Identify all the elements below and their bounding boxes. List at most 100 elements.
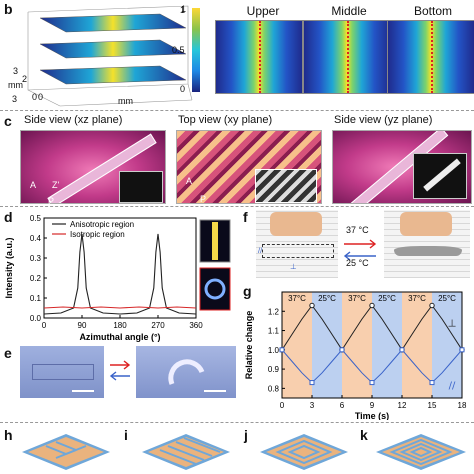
axis-a-label: A [30, 180, 37, 190]
x-tick-label: 18 [458, 401, 467, 410]
legend-label: Isotropic region [70, 230, 125, 239]
transform-arrows [109, 360, 131, 381]
temp-arrows [343, 239, 377, 261]
y-tick-label: 0.4 [30, 234, 42, 243]
colorbar-tick-05: 0.5 [172, 45, 185, 55]
flat-gel-sheet [262, 244, 334, 258]
divider-bottom [0, 422, 474, 423]
series-label: // [449, 380, 456, 391]
axis-tick-3a: 3 [13, 66, 19, 76]
micrograph-top-xy [176, 130, 322, 204]
inset-yz [413, 153, 467, 199]
y-tick-label: 0.5 [30, 214, 42, 223]
map-upper [215, 20, 303, 94]
pattern-k [376, 434, 466, 470]
panel-label-d: d [4, 209, 13, 225]
divider-d [0, 206, 474, 207]
x-tick-label: 270 [151, 321, 165, 330]
data-point-perpendicular [369, 302, 375, 309]
panel-label-j: j [244, 427, 248, 443]
bent-gel-3d [400, 212, 452, 236]
inset-anisotropic-band [212, 222, 218, 260]
temperature-band [282, 292, 312, 398]
unit-mm-left: mm [8, 80, 23, 90]
temperature-band [432, 292, 462, 398]
x-tick-label: 9 [370, 401, 375, 410]
y-tick-label: 1.1 [268, 327, 280, 336]
divider-c [0, 110, 474, 111]
temperature-band [342, 292, 372, 398]
colorbar [192, 8, 200, 92]
photo-flat-film [20, 346, 104, 398]
y-tick-label: 1.2 [268, 307, 280, 316]
temperature-band-label: 25°C [438, 294, 456, 303]
y-tick-label: 0.9 [268, 365, 280, 374]
x-tick-label: 180 [113, 321, 127, 330]
micrograph-side-yz [332, 130, 472, 204]
data-point-parallel [459, 347, 465, 353]
panel-label-i: i [124, 427, 128, 443]
x-axis-label: Azimuthal angle (°) [79, 332, 160, 342]
x-tick-label: 6 [340, 401, 345, 410]
temperature-band-label: 25°C [378, 294, 396, 303]
x-tick-label: 12 [398, 401, 407, 410]
x-tick-label: 90 [78, 321, 87, 330]
data-point-parallel [369, 380, 375, 386]
series-line-anisotropic [43, 233, 197, 315]
photo-curled-film [136, 346, 236, 398]
y-tick-label: 0.2 [30, 274, 42, 283]
axis-tick-0a: 0 [32, 92, 38, 102]
series-label: ⊥ [448, 319, 457, 330]
map-title-upper: Upper [246, 4, 280, 18]
y-axis-label: Intensity (a.u.) [4, 237, 14, 298]
map-title-bottom: Bottom [413, 4, 452, 18]
data-point-parallel [279, 347, 285, 353]
chart-intensity-azimuthal: 0 90 180 270 360 0.0 0.1 0.2 0.3 0.4 0.5 Azimuthal … [4, 214, 231, 342]
map-middle [303, 20, 391, 94]
data-point-parallel [339, 347, 345, 353]
axis-p-label: P [48, 196, 55, 206]
x-tick-label: 3 [310, 401, 315, 410]
pattern-j [260, 434, 348, 470]
inset-xy [255, 169, 317, 203]
data-point-parallel [399, 347, 405, 353]
flat-strip [32, 364, 94, 380]
pattern-i [142, 434, 230, 470]
zaxis-tick-1: 1 [181, 4, 187, 14]
y-tick-label: 1.0 [268, 346, 280, 355]
temp-down-label: 25 °C [346, 258, 369, 268]
temperature-band [312, 292, 342, 398]
perp-mark-f: ⊥ [290, 262, 297, 271]
y-axis-label: Relative change [244, 311, 254, 380]
stacked-layers-3d-plot [27, 5, 193, 107]
title-side-xz: Side view (xz plane) [24, 114, 123, 126]
panel-label-c: c [4, 113, 12, 129]
data-point-parallel [309, 380, 315, 386]
data-point-perpendicular [309, 302, 315, 309]
micrograph-side-xz [20, 130, 166, 204]
axis-tick-3b: 3 [12, 94, 18, 104]
temperature-band-label: 37°C [408, 294, 426, 303]
axis-a2-label: A [186, 176, 193, 186]
x-tick-label: 0 [42, 321, 47, 330]
axis-p2-label: P [200, 194, 207, 204]
scale-bar-e1 [72, 390, 94, 392]
temperature-band-label: 37°C [288, 294, 306, 303]
x-tick-label: 15 [428, 401, 437, 410]
inset-isotropic-ring [204, 278, 226, 300]
panel-label-f: f [243, 209, 248, 225]
axis-tick-2: 2 [22, 74, 28, 84]
bent-gel-sheet [394, 246, 462, 256]
temperature-band [402, 292, 432, 398]
x-axis-label: Time (s) [355, 411, 389, 420]
title-side-yz: Side view (yz plane) [334, 114, 433, 126]
panel-label-g: g [243, 283, 252, 299]
panel-label-e: e [4, 345, 12, 361]
legend-label: Anisotropic region [70, 220, 134, 229]
panel-label-h: h [4, 427, 13, 443]
chart-relative-change: 37°C 25°C 37°C 25°C 37°C 25°C 0 3 6 9 12 15 18 0.8 0.9… [244, 291, 467, 420]
x-tick-label: 0 [280, 401, 285, 410]
panel-label-k: k [360, 427, 368, 443]
unit-mm-bottom: mm [118, 96, 133, 106]
axis-z-label: Z' [52, 180, 60, 190]
